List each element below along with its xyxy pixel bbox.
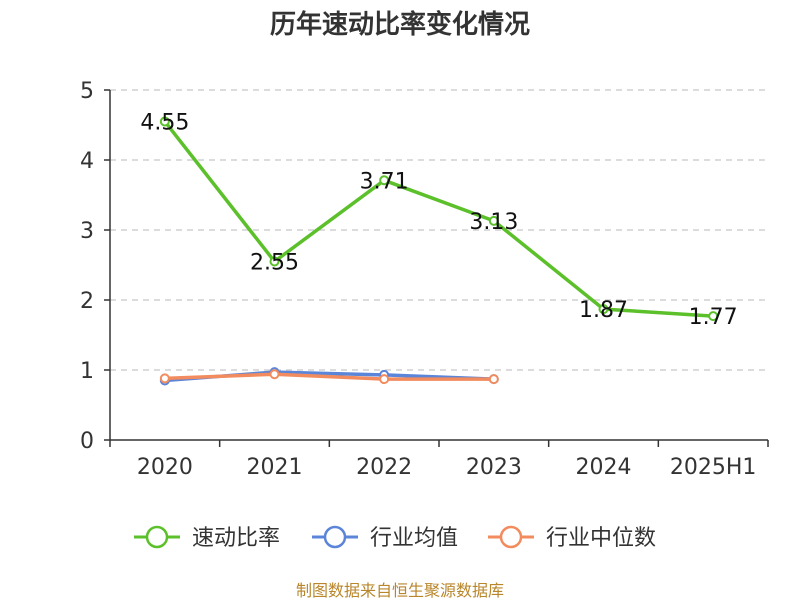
- x-tick-label: 2022: [356, 455, 412, 480]
- chart-title: 历年速动比率变化情况: [270, 9, 530, 40]
- data-label: 4.55: [140, 111, 189, 136]
- legend-marker[interactable]: [323, 525, 347, 549]
- x-tick-label: 2025H1: [670, 455, 757, 480]
- legend[interactable]: 速动比率 行业均值 行业中位数: [134, 525, 656, 551]
- data-point[interactable]: [488, 215, 499, 226]
- data-labels: 4.55 2.55 3.71 3.13 1.87 1.77: [140, 111, 737, 331]
- x-tick-label: 2020: [137, 455, 193, 480]
- x-tick-label: 2024: [576, 455, 632, 480]
- data-label: 3.13: [469, 210, 518, 235]
- axes: 0 1 2 3 4 5 2020 2021 2022 2023 2024 2025H1: [80, 79, 769, 480]
- x-tick-label: 2023: [466, 455, 522, 480]
- data-point[interactable]: [159, 116, 170, 127]
- data-point[interactable]: [159, 373, 170, 384]
- y-tick-label: 0: [80, 429, 94, 454]
- data-point[interactable]: [269, 369, 280, 380]
- y-tick-label: 5: [80, 79, 94, 104]
- series-line-2: [164, 372, 494, 381]
- legend-marker[interactable]: [145, 525, 169, 549]
- data-point[interactable]: [379, 374, 390, 385]
- data-point[interactable]: [708, 311, 719, 322]
- y-tick-label: 4: [80, 149, 94, 174]
- y-tick-label: 3: [80, 219, 94, 244]
- legend-label[interactable]: 行业均值: [370, 526, 458, 551]
- y-tick-label: 2: [80, 289, 94, 314]
- source-note: 制图数据来自恒生聚源数据库: [296, 581, 504, 600]
- data-point[interactable]: [269, 256, 280, 267]
- data-label: 3.71: [360, 169, 409, 194]
- x-tick-label: 2021: [247, 455, 303, 480]
- data-point[interactable]: [598, 304, 609, 315]
- data-label: 1.77: [689, 305, 738, 330]
- data-label: 2.55: [250, 251, 299, 276]
- y-tick-label: 1: [80, 359, 94, 384]
- data-label: 1.87: [579, 298, 628, 323]
- gridlines: [110, 89, 768, 371]
- series-line-0: [163, 120, 714, 318]
- data-point[interactable]: [488, 374, 499, 385]
- legend-label[interactable]: 速动比率: [192, 526, 280, 551]
- data-point[interactable]: [379, 175, 390, 186]
- series-group: [159, 116, 719, 386]
- legend-marker[interactable]: [499, 525, 523, 549]
- legend-label[interactable]: 行业中位数: [546, 526, 656, 551]
